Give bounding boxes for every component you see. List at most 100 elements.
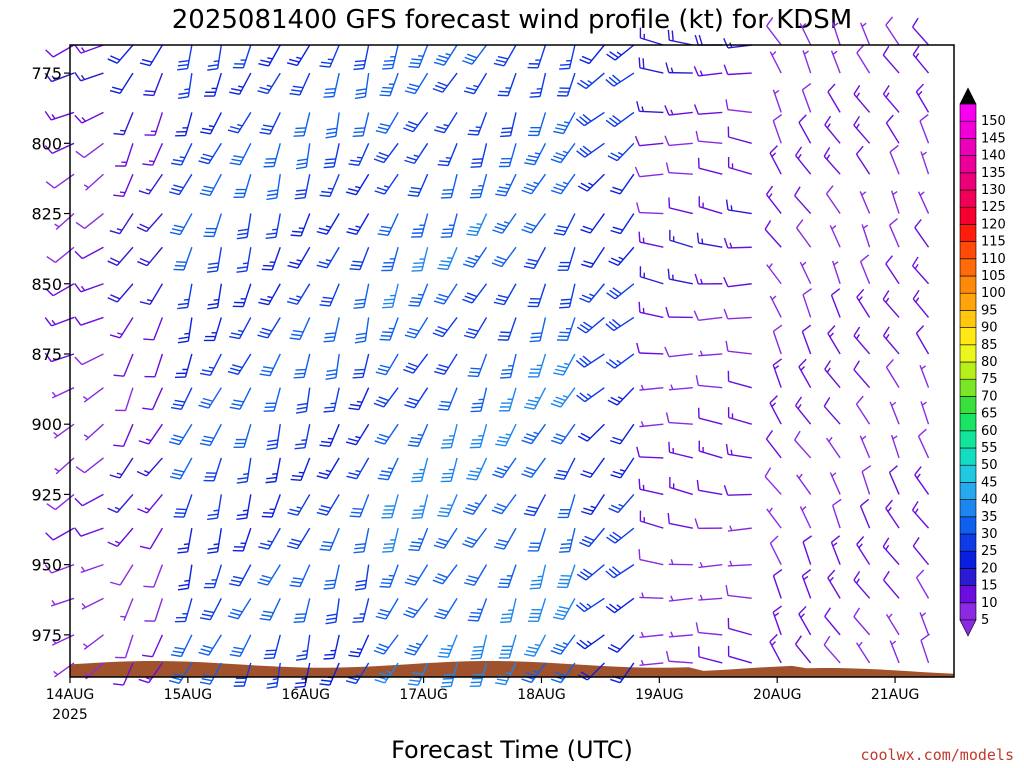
wind-barb — [769, 51, 782, 74]
colorbar-segment — [959, 275, 977, 294]
wind-barb — [557, 494, 576, 519]
wind-barb — [353, 283, 370, 309]
wind-barb — [798, 114, 812, 144]
wind-barb — [408, 527, 429, 552]
colorbar-segment — [959, 568, 977, 586]
colorbar-segment — [959, 155, 977, 174]
wind-barb — [74, 353, 104, 366]
colorbar-segment — [959, 172, 977, 191]
wind-barb — [772, 324, 783, 355]
wind-barb — [801, 324, 812, 355]
colorbar-tick-label: 15 — [981, 579, 998, 594]
wind-barb — [137, 246, 163, 267]
wind-barb — [319, 283, 340, 307]
wind-barb — [109, 317, 134, 339]
colorbar-segment — [959, 361, 977, 380]
wind-barb — [639, 510, 664, 529]
colorbar-tick-label: 25 — [981, 544, 998, 559]
wind-barb — [890, 190, 900, 214]
wind-barb — [853, 570, 871, 599]
wind-barb — [379, 564, 399, 588]
wind-barb — [354, 317, 370, 344]
wind-barb — [919, 364, 930, 388]
wind-barb — [323, 317, 340, 343]
wind-barb — [527, 44, 547, 69]
x-tick-sublabel: 2025 — [52, 707, 88, 723]
wind-barb — [74, 71, 104, 82]
wind-barb — [469, 662, 488, 688]
wind-barb — [769, 395, 782, 425]
wind-barb — [81, 597, 104, 610]
wind-barb — [794, 635, 812, 664]
wind-barb — [581, 494, 605, 516]
wind-barb — [411, 457, 429, 483]
wind-barb — [859, 498, 871, 529]
wind-barb — [859, 191, 871, 214]
wind-barb — [693, 104, 723, 115]
wind-barb — [764, 220, 782, 248]
colorbar-tick-label: 125 — [981, 200, 1006, 215]
wind-barb — [556, 317, 576, 341]
wind-barb — [408, 283, 429, 307]
wind-barb — [198, 387, 222, 409]
x-axis-label: Forecast Time (UTC) — [391, 736, 633, 764]
wind-barb — [500, 353, 517, 379]
wind-barb — [265, 457, 281, 484]
colorbar-tick-label: 110 — [981, 252, 1006, 267]
wind-barb — [725, 443, 752, 459]
wind-barb — [206, 247, 223, 273]
wind-barb — [799, 261, 812, 285]
wind-barb — [467, 598, 488, 622]
wind-barb — [827, 83, 841, 113]
wind-barb — [829, 472, 841, 495]
wind-barb — [576, 564, 605, 581]
wind-barb — [200, 112, 222, 135]
wind-barb — [665, 650, 693, 664]
wind-barb — [266, 662, 281, 689]
wind-barb — [698, 196, 723, 215]
wind-barb — [286, 283, 311, 305]
wind-barb — [261, 247, 281, 271]
wind-barb — [698, 440, 723, 459]
wind-barb — [463, 317, 488, 339]
wind-barb — [667, 513, 693, 529]
colorbar-tick-label: 75 — [981, 372, 998, 387]
wind-barb — [493, 527, 517, 550]
wind-barb — [381, 494, 399, 519]
colorbar-segment — [959, 224, 977, 242]
wind-barb — [524, 142, 547, 166]
wind-barb — [772, 605, 783, 636]
wind-barb — [319, 173, 340, 198]
colorbar-tick-label: 120 — [981, 217, 1006, 232]
wind-barb — [199, 423, 222, 447]
wind-barb — [80, 563, 104, 574]
wind-barb — [316, 494, 340, 516]
wind-barb — [576, 387, 605, 403]
wind-barb — [885, 358, 900, 389]
wind-barb — [411, 213, 429, 238]
wind-barb — [772, 113, 783, 144]
wind-barb — [346, 457, 370, 480]
wind-barb — [382, 283, 399, 309]
wind-barb — [207, 528, 223, 554]
wind-barb — [434, 597, 458, 620]
wind-barb — [912, 289, 930, 318]
wind-barb — [550, 423, 576, 445]
wind-barb — [521, 213, 547, 234]
y-tick-label: 975 — [31, 626, 62, 645]
wind-barb — [638, 549, 664, 566]
wind-barb — [375, 112, 399, 134]
wind-barb — [203, 213, 222, 238]
wind-barb — [433, 283, 458, 305]
wind-barb — [177, 528, 193, 554]
colorbar-segment — [959, 516, 977, 535]
wind-barb — [764, 467, 782, 495]
wind-barb — [440, 662, 458, 688]
wind-barb — [497, 72, 517, 97]
wind-barb — [236, 213, 252, 240]
wind-barb — [113, 353, 134, 377]
wind-barb — [498, 387, 517, 412]
wind-barb — [74, 283, 104, 293]
wind-barb — [500, 598, 517, 624]
